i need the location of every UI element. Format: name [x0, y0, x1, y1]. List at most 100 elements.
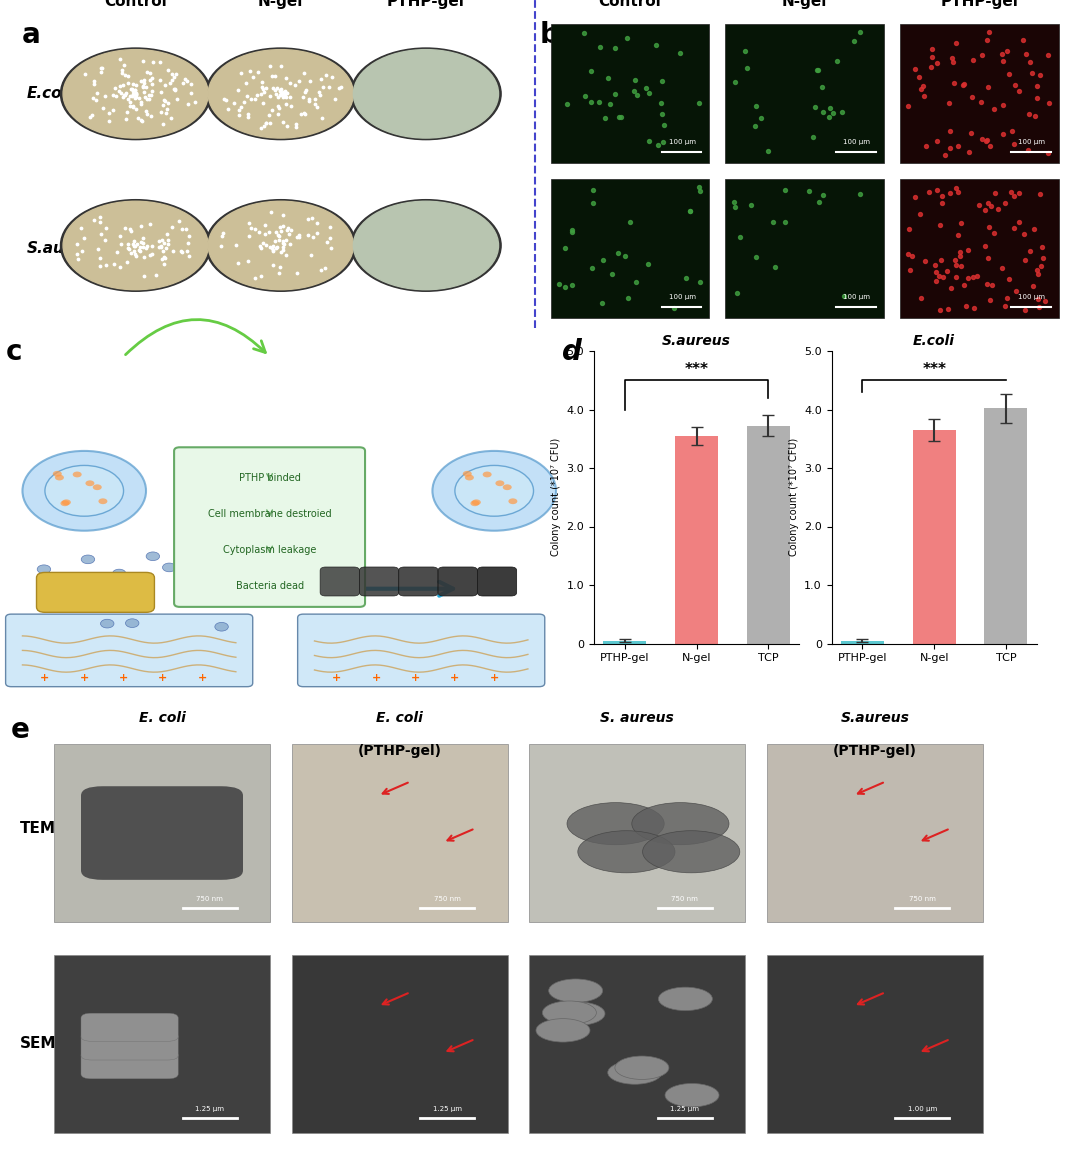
Title: E.coli: E.coli [914, 335, 955, 349]
FancyBboxPatch shape [529, 955, 745, 1133]
Text: a: a [22, 21, 40, 49]
Circle shape [98, 498, 107, 504]
Circle shape [60, 48, 211, 139]
FancyBboxPatch shape [174, 447, 365, 607]
Circle shape [100, 619, 114, 628]
Title: S.aureus: S.aureus [662, 335, 731, 349]
Text: 1.25 μm: 1.25 μm [433, 1106, 461, 1113]
Text: E. coli: E. coli [138, 711, 186, 725]
Bar [841, 641, 883, 644]
FancyBboxPatch shape [900, 25, 1058, 164]
Circle shape [464, 475, 474, 481]
Circle shape [146, 552, 160, 560]
Circle shape [93, 484, 102, 490]
FancyBboxPatch shape [292, 744, 508, 922]
Text: +: + [80, 673, 89, 683]
Circle shape [62, 500, 71, 505]
Circle shape [205, 200, 356, 291]
Circle shape [69, 583, 83, 591]
Bar [604, 641, 646, 644]
FancyBboxPatch shape [360, 567, 399, 596]
Text: E. coli: E. coli [376, 711, 423, 725]
Text: +: + [411, 673, 420, 683]
Text: 100 μm: 100 μm [1018, 139, 1045, 145]
Text: +: + [333, 673, 341, 683]
Circle shape [208, 49, 353, 138]
Text: Control: Control [598, 0, 661, 8]
Circle shape [632, 803, 729, 845]
FancyBboxPatch shape [81, 786, 243, 880]
Circle shape [205, 48, 356, 139]
Text: 1.00 μm: 1.00 μm [907, 1106, 937, 1113]
Circle shape [643, 831, 740, 873]
Circle shape [112, 569, 126, 578]
Text: PTHP-gel: PTHP-gel [941, 0, 1018, 8]
Text: 100 μm: 100 μm [669, 139, 696, 145]
Text: 750 nm: 750 nm [434, 895, 460, 902]
Circle shape [215, 622, 228, 631]
Circle shape [353, 201, 499, 290]
Ellipse shape [45, 466, 123, 516]
Circle shape [72, 472, 82, 477]
Circle shape [665, 1083, 719, 1107]
Text: d: d [562, 338, 581, 366]
Text: 1.25 μm: 1.25 μm [195, 1106, 224, 1113]
Ellipse shape [432, 450, 556, 531]
Text: Cytoplasm leakage: Cytoplasm leakage [222, 545, 316, 556]
Bar [985, 408, 1027, 644]
Bar [913, 431, 956, 644]
Circle shape [162, 563, 176, 572]
Circle shape [578, 831, 675, 873]
Text: Control: Control [105, 0, 167, 8]
FancyBboxPatch shape [726, 179, 883, 318]
Text: S.aureus: S.aureus [27, 241, 103, 256]
Text: PTHP binded: PTHP binded [239, 473, 300, 483]
Text: 100 μm: 100 μm [669, 294, 696, 300]
FancyBboxPatch shape [54, 955, 270, 1133]
FancyBboxPatch shape [81, 1051, 178, 1079]
Text: TEM: TEM [19, 821, 56, 835]
Circle shape [536, 1019, 590, 1042]
Circle shape [615, 1057, 669, 1080]
Circle shape [208, 201, 353, 290]
Circle shape [567, 803, 664, 845]
FancyBboxPatch shape [529, 744, 745, 922]
Text: +: + [198, 673, 206, 683]
Circle shape [542, 1002, 596, 1025]
Circle shape [659, 987, 713, 1011]
Text: Cell membrane destroied: Cell membrane destroied [207, 509, 332, 519]
Text: +: + [119, 673, 129, 683]
Text: 100 μm: 100 μm [843, 294, 870, 300]
FancyBboxPatch shape [5, 614, 253, 687]
Circle shape [463, 470, 472, 476]
Text: 1.25 μm: 1.25 μm [671, 1106, 699, 1113]
Circle shape [85, 481, 94, 487]
FancyBboxPatch shape [767, 955, 983, 1133]
Bar [747, 426, 789, 644]
Text: 100 μm: 100 μm [1018, 294, 1045, 300]
Text: ***: *** [685, 363, 708, 377]
FancyBboxPatch shape [900, 179, 1058, 318]
Circle shape [55, 475, 64, 481]
Text: N-gel: N-gel [782, 0, 827, 8]
Text: 750 nm: 750 nm [909, 895, 935, 902]
Ellipse shape [23, 450, 146, 531]
Text: 750 nm: 750 nm [672, 895, 698, 902]
FancyBboxPatch shape [726, 25, 883, 164]
Circle shape [77, 586, 91, 594]
FancyBboxPatch shape [551, 179, 710, 318]
Circle shape [551, 1002, 605, 1025]
Text: E.coli: E.coli [27, 87, 73, 102]
FancyBboxPatch shape [292, 955, 508, 1133]
Text: ***: *** [922, 363, 946, 377]
Circle shape [608, 1061, 662, 1085]
Circle shape [351, 48, 501, 139]
Y-axis label: Colony count (*10⁷ CFU): Colony count (*10⁷ CFU) [788, 438, 798, 557]
Circle shape [53, 470, 62, 476]
FancyBboxPatch shape [81, 1013, 178, 1041]
Text: (PTHP-gel): (PTHP-gel) [357, 744, 442, 758]
Circle shape [472, 500, 481, 505]
Circle shape [353, 49, 499, 138]
Circle shape [549, 979, 603, 1003]
FancyBboxPatch shape [81, 1032, 178, 1060]
